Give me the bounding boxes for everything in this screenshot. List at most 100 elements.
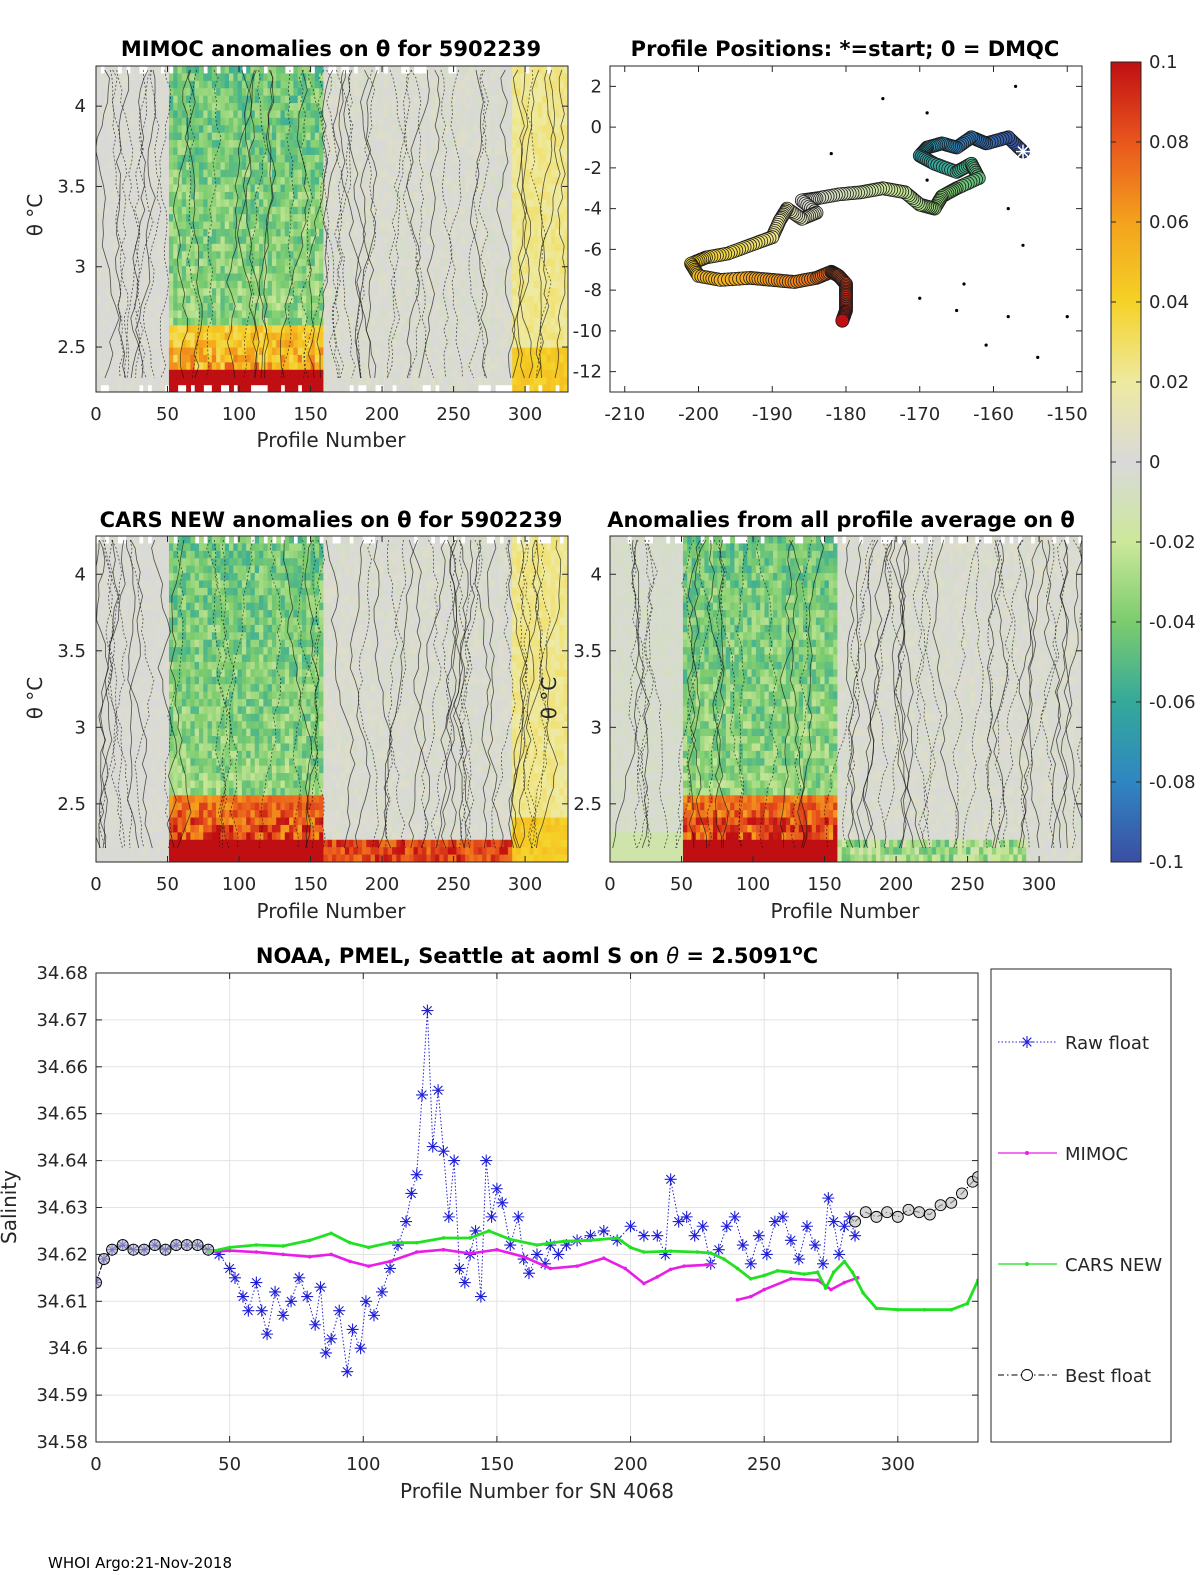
x-tick-label: 50 xyxy=(156,404,179,425)
heatmap-cell xyxy=(237,288,243,297)
heatmap-cell xyxy=(254,243,260,252)
heatmap-cell xyxy=(143,184,149,193)
heatmap-cell xyxy=(422,310,427,319)
heatmap-cell xyxy=(190,95,196,104)
heatmap-cell xyxy=(387,251,393,260)
heatmap-cell xyxy=(417,295,423,304)
heatmap-cell xyxy=(233,125,239,134)
heatmap-cell xyxy=(520,162,526,171)
heatmap-cell xyxy=(490,251,496,260)
heatmap-cell xyxy=(460,273,466,282)
heatmap-cell xyxy=(237,66,243,75)
heatmap-cell xyxy=(160,80,166,89)
heatmap-cell xyxy=(254,214,260,223)
heatmap-cell xyxy=(516,184,522,193)
heatmap-cell xyxy=(404,332,410,341)
heatmap-cell xyxy=(319,295,325,304)
heatmap-cell xyxy=(160,117,166,126)
heatmap-cell xyxy=(319,214,325,223)
heatmap-cell xyxy=(559,243,565,252)
heatmap-cell xyxy=(134,243,140,252)
heatmap-cell xyxy=(314,273,320,282)
heatmap-cell xyxy=(156,140,161,149)
heatmap-cell xyxy=(434,221,440,230)
heatmap-cell xyxy=(254,169,260,178)
heatmap-cell xyxy=(263,288,269,297)
heatmap-cell xyxy=(164,177,170,186)
heatmap-cell xyxy=(426,214,432,223)
heatmap-cell xyxy=(430,236,436,245)
heatmap-cell xyxy=(323,251,329,260)
heatmap-cell xyxy=(177,206,183,215)
heatmap-cell xyxy=(336,280,342,289)
heatmap-cell xyxy=(164,369,170,378)
heatmap-cell xyxy=(224,214,230,223)
heatmap-cell xyxy=(314,117,320,126)
heatmap-cell xyxy=(439,154,445,163)
heatmap-cell xyxy=(465,117,470,126)
heatmap-cell xyxy=(336,66,342,75)
heatmap-cell xyxy=(280,340,286,349)
heatmap-cell xyxy=(499,199,505,208)
heatmap-cell xyxy=(156,206,161,215)
heatmap-cell xyxy=(357,280,363,289)
heatmap-cell xyxy=(357,140,363,149)
heatmap-cell xyxy=(271,258,277,267)
heatmap-cell xyxy=(164,191,170,200)
heatmap-cell xyxy=(482,229,488,238)
heatmap-cell xyxy=(138,199,144,208)
heatmap-cell xyxy=(525,369,530,378)
heatmap-cell xyxy=(529,169,535,178)
heatmap-cell xyxy=(516,154,522,163)
heatmap-cell xyxy=(280,95,286,104)
heatmap-cell xyxy=(104,340,110,349)
heatmap-cell xyxy=(430,80,436,89)
heatmap-cell xyxy=(495,169,500,178)
heatmap-cell xyxy=(164,199,170,208)
heatmap-cell xyxy=(537,340,543,349)
heatmap-cell xyxy=(276,295,282,304)
heatmap-cell xyxy=(460,73,466,82)
heatmap-cell xyxy=(229,132,234,141)
heatmap-cell xyxy=(336,229,342,238)
heatmap-cell xyxy=(396,154,402,163)
heatmap-cell xyxy=(138,369,144,378)
heatmap-cell xyxy=(434,154,440,163)
heatmap-cell xyxy=(211,162,217,171)
heatmap-cell xyxy=(160,340,166,349)
heatmap-cell xyxy=(357,273,363,282)
heatmap-cell xyxy=(392,266,397,275)
heatmap-cell xyxy=(297,117,303,126)
heatmap-cell xyxy=(525,73,530,82)
heatmap-cell xyxy=(460,88,466,97)
heatmap-cell xyxy=(194,169,200,178)
heatmap-cell xyxy=(400,377,406,386)
heatmap-cell xyxy=(507,266,513,275)
heatmap-cell xyxy=(121,206,127,215)
heatmap-cell xyxy=(400,347,406,356)
heatmap-cell xyxy=(490,214,496,223)
heatmap-cell xyxy=(259,347,264,356)
heatmap-cell xyxy=(383,347,389,356)
heatmap-cell xyxy=(456,340,462,349)
heatmap-cell xyxy=(362,251,367,260)
heatmap-cell xyxy=(143,280,149,289)
heatmap-cell xyxy=(233,229,239,238)
heatmap-cell xyxy=(297,140,303,149)
heatmap-cell xyxy=(314,347,320,356)
heatmap-cell xyxy=(293,310,299,319)
heatmap-cell xyxy=(340,103,346,112)
heatmap-cell xyxy=(151,347,157,356)
heatmap-cell xyxy=(293,80,299,89)
heatmap-cell xyxy=(108,221,114,230)
heatmap-cell xyxy=(216,236,222,245)
heatmap-cell xyxy=(181,266,187,275)
heatmap-cell xyxy=(370,177,376,186)
heatmap-cell xyxy=(203,132,209,141)
heatmap-cell xyxy=(267,191,273,200)
heatmap-cell xyxy=(469,332,475,341)
heatmap-cell xyxy=(396,162,402,171)
heatmap-cell xyxy=(190,229,196,238)
heatmap-cell xyxy=(203,347,209,356)
heatmap-cell xyxy=(104,214,110,223)
